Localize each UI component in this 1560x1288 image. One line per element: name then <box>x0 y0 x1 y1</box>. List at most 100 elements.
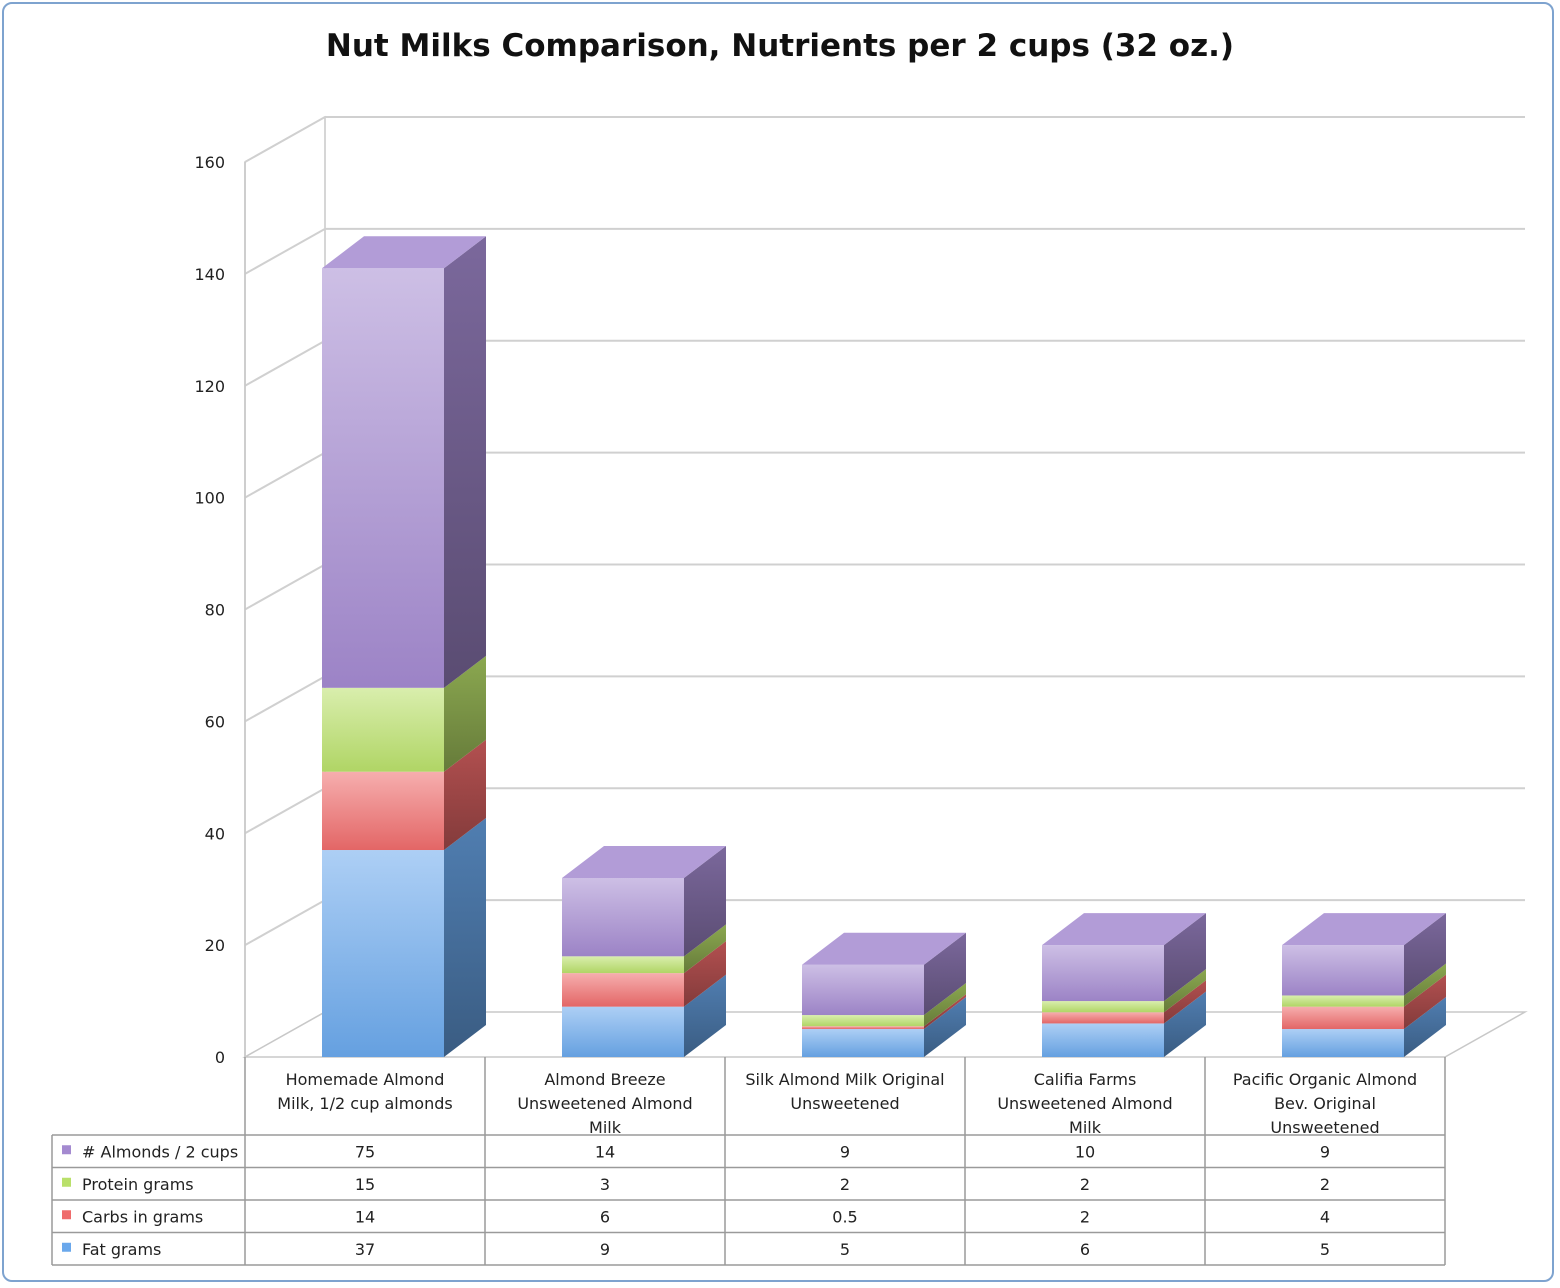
bar-front <box>802 1026 924 1030</box>
table-cell: 2 <box>1320 1175 1330 1194</box>
table-cell: 6 <box>1080 1240 1090 1259</box>
bar-front <box>322 268 444 688</box>
bar-side <box>684 846 726 957</box>
legend-swatch <box>62 1177 71 1187</box>
bar-side <box>1164 991 1206 1057</box>
table-cell: 9 <box>1320 1142 1330 1161</box>
bar-side <box>1404 963 1446 1007</box>
category-label-line: Unsweetened <box>790 1094 899 1113</box>
bar-side <box>1164 913 1206 1002</box>
category-label: Almond Breeze Unsweetened Almond Milk <box>517 1070 692 1137</box>
table-cell: 75 <box>355 1142 375 1161</box>
category-label-line: Califia Farms <box>1034 1070 1137 1089</box>
bar-stack <box>1042 913 1206 1057</box>
bar-side <box>444 655 486 772</box>
legend-entry: Protein grams <box>82 1175 194 1194</box>
bars <box>322 236 1446 1057</box>
bar-segment <box>322 655 486 772</box>
bar-side <box>924 997 966 1057</box>
legend-swatch <box>62 1210 71 1220</box>
category-label: Califia Farms Unsweetened Almond Milk <box>997 1070 1172 1137</box>
bar-segment <box>1282 997 1446 1057</box>
bar-segment <box>1282 974 1446 1030</box>
category-label-line: Silk Almond Milk Original <box>745 1070 944 1089</box>
legend-swatch <box>62 1242 71 1252</box>
bar-side <box>1404 913 1446 996</box>
data-table: Homemade Almond Milk, 1/2 cup almonds Almo… <box>51 1057 1446 1266</box>
y-tick-label: 80 <box>205 601 225 620</box>
bar-segment <box>1042 969 1206 1013</box>
bar-front <box>802 1029 924 1057</box>
table-cell: 37 <box>355 1240 375 1259</box>
legend-entry: Carbs in grams <box>82 1207 203 1226</box>
bar-front <box>1282 995 1404 1007</box>
bar-side <box>444 818 486 1057</box>
table-cell: 15 <box>355 1175 375 1194</box>
bar-front <box>1282 1006 1404 1030</box>
bar-top <box>1042 913 1206 946</box>
y-tick-label: 40 <box>205 824 225 843</box>
table-cell: 14 <box>595 1142 615 1161</box>
bar-front <box>1042 945 1164 1002</box>
bar-front <box>322 850 444 1057</box>
bar-front <box>562 1006 684 1057</box>
legend-entry: # Almonds / 2 cups <box>82 1142 238 1161</box>
category-label-line: Pacific Organic Almond <box>1233 1070 1417 1089</box>
table-cell: 5 <box>1320 1240 1330 1259</box>
table-cell: 2 <box>840 1175 850 1194</box>
bar-side <box>1164 969 1206 1013</box>
category-label-line: Milk, 1/2 cup almonds <box>277 1094 452 1113</box>
bar-front <box>562 878 684 957</box>
bar-side <box>1164 980 1206 1024</box>
bar-segment <box>802 997 966 1057</box>
bar-side <box>924 983 966 1027</box>
bar-segment <box>802 983 966 1027</box>
category-label-line: Unsweetened Almond <box>517 1094 692 1113</box>
y-tick-label: 0 <box>215 1048 225 1067</box>
bar-front <box>1042 1023 1164 1057</box>
bar-stack <box>322 236 486 1057</box>
table-cell: 2 <box>1080 1175 1090 1194</box>
table-cell: 9 <box>840 1142 850 1161</box>
table-cell: 3 <box>600 1175 610 1194</box>
bar-segment <box>322 739 486 851</box>
table-cell: 10 <box>1075 1142 1095 1161</box>
bar-segment <box>322 236 486 688</box>
bar-side <box>1404 997 1446 1057</box>
bar-segment <box>562 941 726 1007</box>
table-cell: 5 <box>840 1240 850 1259</box>
bar-front <box>562 973 684 1007</box>
bar-side <box>924 994 966 1030</box>
bar-stack <box>562 846 726 1057</box>
table-cell: 6 <box>600 1207 610 1226</box>
bar-front <box>322 771 444 851</box>
legend-swatch <box>62 1145 71 1155</box>
bar-segment <box>562 974 726 1057</box>
bar-top <box>1282 913 1446 946</box>
bar-segment <box>1042 991 1206 1057</box>
y-tick-label: 140 <box>194 265 225 284</box>
category-label-line: Milk <box>589 1118 622 1137</box>
bar-stack <box>802 932 966 1057</box>
table-cell: 14 <box>355 1207 375 1226</box>
y-tick-label: 20 <box>205 936 225 955</box>
bar-segment <box>1282 963 1446 1007</box>
bar-segment <box>1042 980 1206 1024</box>
bar-front <box>1282 1029 1404 1057</box>
table-cell: 9 <box>600 1240 610 1259</box>
bar-front <box>1042 1012 1164 1024</box>
bar-segment <box>322 818 486 1057</box>
bar-top <box>322 236 486 269</box>
y-tick-label: 120 <box>194 377 225 396</box>
table-cell: 0.5 <box>832 1207 857 1226</box>
category-label-line: Bev. Original <box>1274 1094 1376 1113</box>
bar-front <box>802 1015 924 1027</box>
y-tick-label: 60 <box>205 712 225 731</box>
category-label: Homemade Almond Milk, 1/2 cup almonds <box>277 1070 452 1113</box>
bar-side <box>444 236 486 688</box>
bar-side <box>684 941 726 1007</box>
bar-front <box>1282 945 1404 996</box>
bar-front <box>1042 1001 1164 1013</box>
y-tick-label: 100 <box>194 489 225 508</box>
